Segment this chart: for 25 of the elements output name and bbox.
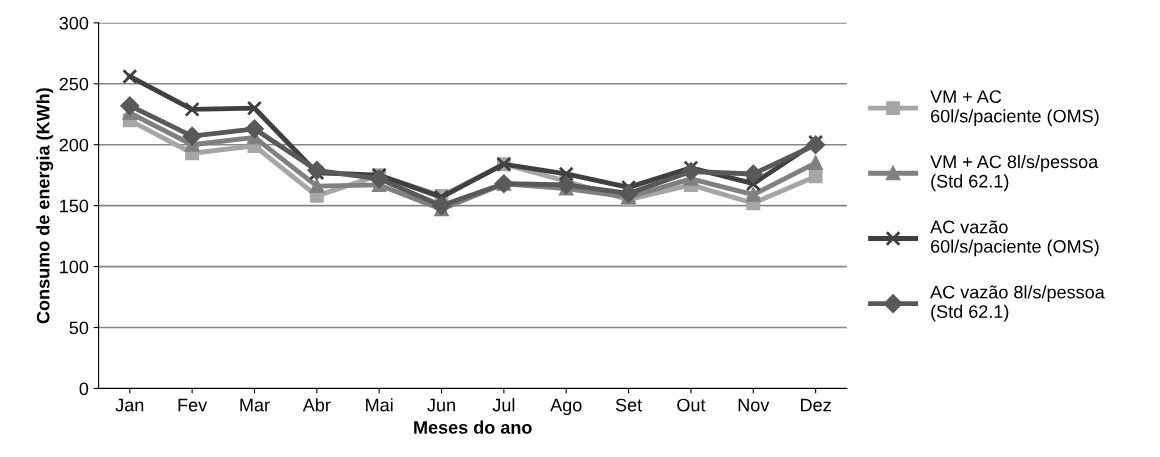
x-tick-label: Abr <box>302 398 331 412</box>
y-axis-title: Consumo de energia (KWh) <box>36 88 54 324</box>
x-tick-label: Set <box>615 398 642 412</box>
y-tick-label: 0 <box>79 382 89 396</box>
x-tick-label: Jul <box>492 398 515 412</box>
x-tick-label: Ago <box>550 398 582 415</box>
x-axis-title: Meses do ano <box>414 420 532 434</box>
legend-label: VM + AC 8l/s/pessoa (Std 62.1) <box>930 154 1099 192</box>
x-tick-label: Dez <box>801 398 831 412</box>
y-tick-label: 250 <box>59 77 89 91</box>
x-tick-label: Jan <box>115 398 144 412</box>
x-tick-label: Nov <box>738 398 770 412</box>
x-tick-label: Out <box>677 398 706 412</box>
y-tick-label: 50 <box>69 321 89 335</box>
legend-label: AC vazão 8l/s/pessoa (Std 62.1) <box>930 285 1105 322</box>
legend-label: VM + AC 60l/s/paciente (OMS) <box>930 90 1099 127</box>
y-tick-label: 300 <box>59 16 89 30</box>
x-tick-label: Fev <box>178 398 208 412</box>
legend-label: AC vazão 60l/s/paciente (OMS) <box>930 220 1099 257</box>
x-tick-label: Jun <box>427 398 455 412</box>
x-tick-label: Mar <box>240 398 270 412</box>
y-tick-label: 150 <box>60 199 89 213</box>
y-tick-label: 100 <box>60 260 89 274</box>
y-tick-label: 200 <box>59 138 89 152</box>
x-tick-label: Mai <box>366 398 393 412</box>
